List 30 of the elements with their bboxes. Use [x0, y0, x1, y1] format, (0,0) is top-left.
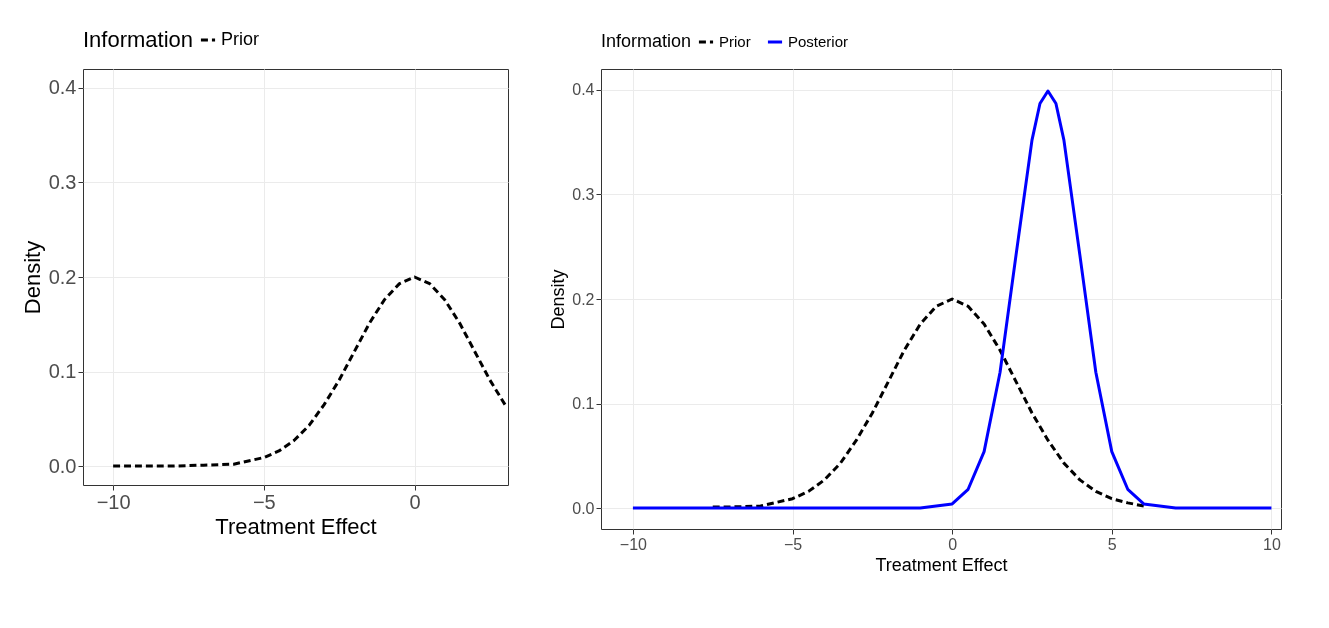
y-tick-label: 0.0 — [48, 454, 77, 477]
x-tick-label: 10 — [1263, 535, 1281, 553]
legend-title: Information — [83, 27, 194, 52]
x-tick-label: −5 — [783, 535, 803, 553]
x-axis-title: Treatment Effect — [875, 554, 1008, 575]
y-tick-label: 0.2 — [48, 265, 77, 288]
y-tick-label: 0.2 — [572, 290, 595, 308]
legend-title: Information — [601, 31, 692, 51]
y-tick-label: 0.1 — [572, 395, 595, 413]
y-tick-label: 0.4 — [48, 76, 77, 99]
legend-label: Prior — [719, 33, 751, 50]
x-tick-label: −5 — [252, 490, 276, 513]
x-axis-title: Treatment Effect — [215, 513, 377, 539]
line-series — [711, 297, 1146, 509]
y-axis-title: Density — [548, 269, 569, 330]
y-tick-label: 0.1 — [48, 360, 77, 383]
y-tick-label: 0.3 — [572, 185, 595, 203]
y-tick-label: 0.4 — [572, 81, 595, 99]
x-tick-label: 0 — [409, 490, 421, 513]
legend-label: Posterior — [788, 33, 849, 50]
y-axis-title: Density — [19, 240, 45, 315]
y-tick-label: 0.3 — [48, 170, 77, 193]
x-tick-label: 0 — [948, 535, 958, 553]
line-series — [111, 275, 507, 468]
x-tick-label: −10 — [96, 490, 131, 513]
x-tick-label: −10 — [619, 535, 648, 553]
y-tick-label: 0.0 — [572, 499, 595, 517]
x-tick-label: 5 — [1107, 535, 1117, 553]
line-series — [631, 89, 1273, 510]
legend-label: Prior — [221, 29, 260, 49]
